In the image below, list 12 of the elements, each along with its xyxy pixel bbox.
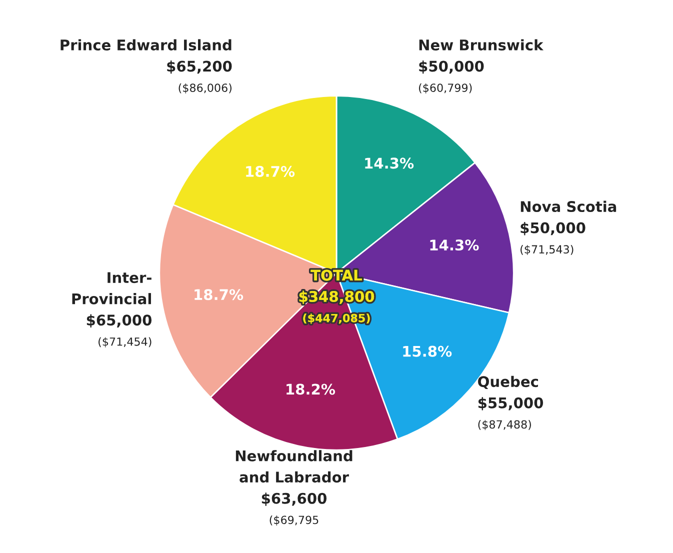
slice-label: Inter- Provincial $65,000 ($71,454) (72, 272, 152, 348)
data-label: 15.8% (403, 346, 452, 357)
slice-label: New Brunswick $50,000 ($60,799) (418, 39, 544, 94)
slice-label: Prince Edward Island $65,200 ($86,006) (60, 39, 232, 94)
data-label: 14.3% (430, 240, 479, 251)
data-label: 18.2% (286, 384, 336, 395)
slice-label: Nova Scotia $50,000 ($71,543) (520, 200, 616, 256)
data-label: 14.3% (365, 158, 414, 169)
data-label: 18.7% (246, 166, 295, 177)
slice-label: Newfoundland and Labrador $63,600 ($69,795 (236, 450, 352, 526)
slice-label: Quebec $55,000 ($87,488) (478, 376, 544, 430)
data-label: 18.7% (194, 289, 244, 300)
